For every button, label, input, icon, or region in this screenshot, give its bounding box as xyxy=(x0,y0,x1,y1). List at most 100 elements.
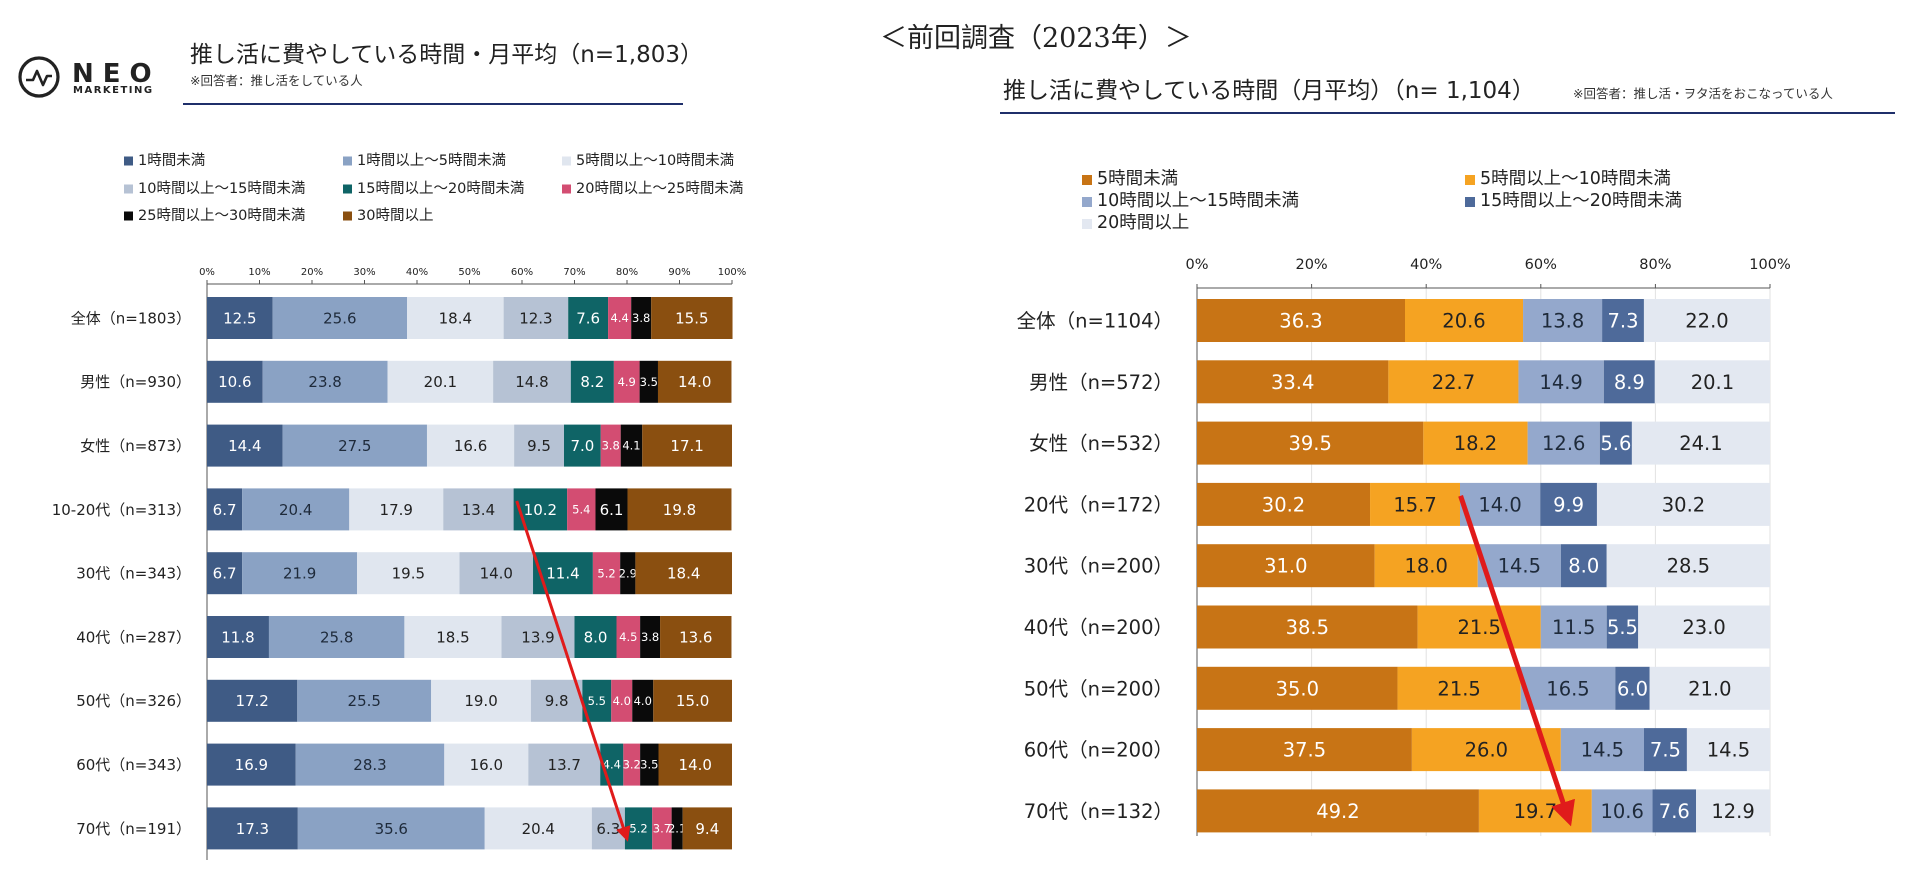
bar-segment xyxy=(443,488,514,531)
legend-label: 10時間以上～15時間未満 xyxy=(138,180,305,197)
bar-segment xyxy=(297,807,485,850)
data-label: 4.4 xyxy=(603,758,621,772)
bar-segment xyxy=(608,297,632,339)
x-tick-label: 50% xyxy=(458,267,480,278)
bar-segment xyxy=(1615,666,1650,710)
data-label: 15.5 xyxy=(675,309,708,327)
bar-segment xyxy=(514,424,564,467)
data-label: 11.4 xyxy=(546,565,579,583)
data-label: 21.5 xyxy=(1457,616,1500,639)
data-label: 19.5 xyxy=(392,565,425,583)
legend-swatch xyxy=(343,156,352,166)
category-label: 50代（n=200） xyxy=(1024,677,1173,700)
bar-segment xyxy=(1197,666,1398,710)
data-label: 7.0 xyxy=(570,437,594,455)
data-label: 5.5 xyxy=(588,694,606,708)
data-label: 24.1 xyxy=(1679,432,1722,455)
data-label: 33.4 xyxy=(1271,371,1314,394)
bar-segment xyxy=(426,424,515,467)
bar-segment xyxy=(207,297,273,339)
bar-segment xyxy=(1197,605,1418,649)
data-label: 5.4 xyxy=(572,503,590,517)
bar-segment xyxy=(631,297,652,339)
legend-swatch xyxy=(1082,175,1092,185)
data-label: 16.6 xyxy=(454,437,487,455)
bar-segment xyxy=(533,552,593,595)
trend-arrow xyxy=(515,500,631,842)
data-label: 4.9 xyxy=(618,375,636,389)
left-chart: 1時間未満 1時間以上～5時間未満 5時間以上～10時間未満 10時間以上～15時間未… xyxy=(52,152,746,860)
right-chart-note: ※回答者：推し活・ヲタ活をおこなっている人 xyxy=(1573,86,1833,101)
data-label: 3.8 xyxy=(602,439,620,453)
data-label: 38.5 xyxy=(1286,616,1329,639)
bar-segment xyxy=(1560,544,1607,588)
legend-swatch xyxy=(1465,197,1475,207)
data-label: 4.0 xyxy=(634,694,652,708)
data-label: 19.0 xyxy=(464,692,497,710)
data-label: 22.0 xyxy=(1685,310,1728,333)
data-label: 18.2 xyxy=(1454,432,1497,455)
bar-segment xyxy=(349,488,444,531)
bar-segment xyxy=(1540,605,1607,649)
x-tick-label: 30% xyxy=(353,267,375,278)
data-label: 35.6 xyxy=(375,820,408,838)
bar-segment xyxy=(611,679,633,722)
data-label: 3.5 xyxy=(640,375,658,389)
data-label: 8.9 xyxy=(1614,371,1645,394)
bar-segment xyxy=(207,807,298,850)
bar-segment xyxy=(1397,666,1521,710)
data-label: 11.5 xyxy=(1552,616,1595,639)
data-label: 9.9 xyxy=(1553,493,1584,516)
data-label: 15.7 xyxy=(1393,493,1436,516)
bar-segment xyxy=(1197,544,1375,588)
x-tick-label: 90% xyxy=(668,267,690,278)
data-label: 4.4 xyxy=(611,311,629,325)
bar-segment xyxy=(272,297,408,339)
bar-segment xyxy=(1388,360,1519,404)
bar-segment xyxy=(268,616,405,658)
bar-segment xyxy=(503,297,569,339)
bar-segment xyxy=(1197,299,1405,342)
bar-segment xyxy=(1643,728,1687,772)
category-label: 全体（n=1104） xyxy=(1017,310,1173,333)
bar-segment xyxy=(295,743,445,786)
bar-segment xyxy=(282,424,427,467)
data-label: 4.5 xyxy=(619,630,637,644)
data-label: 8.2 xyxy=(580,373,604,391)
data-label: 18.0 xyxy=(1404,555,1447,578)
data-label: 7.6 xyxy=(576,309,600,327)
bar-segment xyxy=(640,743,659,786)
data-label: 12.5 xyxy=(223,309,256,327)
data-label: 30.2 xyxy=(1662,493,1705,516)
data-label: 12.9 xyxy=(1711,800,1754,823)
bar-segment xyxy=(1520,666,1616,710)
data-label: 9.5 xyxy=(527,437,551,455)
bar-segment xyxy=(567,488,596,531)
data-label: 39.5 xyxy=(1288,432,1331,455)
bar-segment xyxy=(600,424,621,467)
category-label: 70代（n=191） xyxy=(76,820,191,838)
bar-segment xyxy=(530,679,583,722)
bar-segment xyxy=(1197,421,1424,465)
legend-label: 15時間以上～20時間未満 xyxy=(1480,191,1682,211)
data-label: 10.2 xyxy=(524,501,557,519)
bar-segment xyxy=(1654,360,1770,404)
legend-label: 5時間以上～10時間未満 xyxy=(576,152,734,169)
data-label: 20.1 xyxy=(1691,371,1734,394)
bar-segment xyxy=(357,552,460,595)
data-label: 3.2 xyxy=(623,758,641,772)
bar-segment xyxy=(660,616,732,658)
bar-segment xyxy=(1638,605,1770,649)
data-label: 14.9 xyxy=(1539,371,1582,394)
bar-segment xyxy=(1527,421,1600,465)
x-tick-label: 80% xyxy=(1639,257,1671,273)
bar-segment xyxy=(207,488,243,531)
data-label: 28.5 xyxy=(1667,555,1710,578)
legend-label: 30時間以上 xyxy=(357,207,433,224)
data-label: 14.4 xyxy=(228,437,261,455)
data-label: 8.0 xyxy=(584,628,608,646)
legend-swatch xyxy=(562,156,571,166)
data-label: 9.4 xyxy=(695,820,719,838)
category-label: 30代（n=343） xyxy=(76,565,191,583)
